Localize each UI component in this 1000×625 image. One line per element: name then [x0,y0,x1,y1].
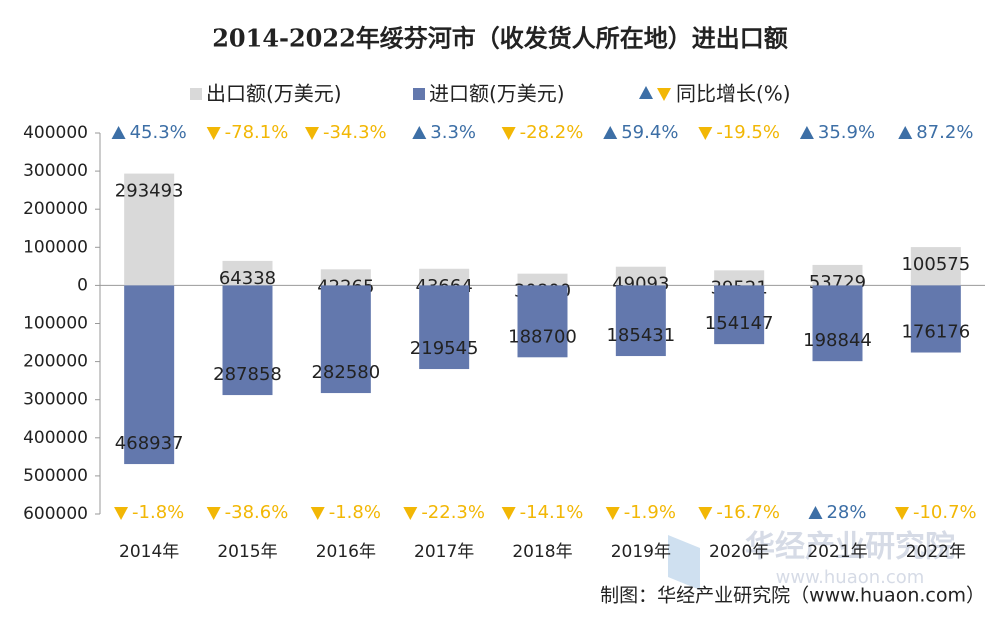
y-tick-label: 0 [77,275,88,295]
bar [419,285,470,370]
y-tick-label: 400000 [23,428,88,448]
bar [910,247,961,286]
growth-label: -10.7% [913,502,977,523]
y-tick-label: 300000 [23,161,88,181]
growth-label: -16.7% [716,502,780,523]
growth-label: 87.2% [916,122,973,143]
x-tick-label: 2022年 [906,542,966,562]
growth-label: 28% [826,502,866,523]
bar [320,285,371,394]
bar [320,269,371,286]
bar [615,266,666,286]
data-label: 293493 [115,181,184,202]
bar [222,285,273,396]
growth-label: -1.9% [624,502,676,523]
up-arrow [111,126,126,139]
down-arrow [698,127,713,140]
up-arrow [898,126,913,139]
y-tick-label: 100000 [23,237,88,257]
chart-title: 2014-2022年绥芬河市（收发货人所在地）进出口额 [212,24,788,53]
x-tick-label: 2019年 [611,542,671,562]
growth-label: -78.1% [225,122,289,143]
y-tick-label: 600000 [23,504,88,524]
down-arrow [310,507,325,520]
bar [124,173,175,286]
down-arrow [403,507,418,520]
x-tick-label: 2017年 [414,542,474,562]
bar [222,260,273,286]
up-arrow [603,126,618,139]
up-arrow [808,506,823,519]
watermark-name: 华经产业研究院 [745,530,955,565]
watermark-url: www.huaon.com [776,567,925,588]
bar [517,285,568,358]
down-arrow [605,507,620,520]
growth-label: -1.8% [329,502,381,523]
growth-label: -28.2% [520,122,584,143]
legend-label: 同比增长(%) [676,82,791,106]
legend-swatch [190,88,202,100]
bar [812,264,863,286]
growth-label: 59.4% [621,122,678,143]
up-arrow [799,126,814,139]
legend-label: 进口额(万美元) [429,82,565,106]
y-tick-label: 500000 [23,466,88,486]
legend-up [639,86,653,99]
growth-label: -34.3% [323,122,387,143]
x-tick-label: 2014年 [119,542,179,562]
down-arrow [501,507,516,520]
down-arrow [501,127,516,140]
legend-swatch [413,88,425,100]
source: 制图：华经产业研究院（www.huaon.com） [600,585,985,607]
y-tick-label: 300000 [23,390,88,410]
legend-label: 出口额(万美元) [206,82,342,106]
bar [812,285,863,362]
growth-label: -19.5% [716,122,780,143]
down-arrow [114,507,129,520]
growth-label: 45.3% [130,122,187,143]
data-label: 468937 [115,433,184,454]
data-label: 154147 [705,313,774,334]
data-label: 287858 [213,364,282,385]
y-tick-label: 200000 [23,199,88,219]
bar [714,285,765,345]
growth-label: 35.9% [818,122,875,143]
y-tick-label: 100000 [23,314,88,334]
data-label: 219545 [410,338,479,359]
bar [124,285,175,465]
bar [419,268,470,286]
data-label: 188700 [508,326,577,347]
bar [615,285,666,357]
down-arrow [206,507,221,520]
down-arrow [698,507,713,520]
legend-down [657,88,671,101]
watermark-logo [668,535,700,590]
y-tick-label: 200000 [23,352,88,372]
x-tick-label: 2020年 [709,542,769,562]
down-arrow [206,127,221,140]
growth-label: -38.6% [225,502,289,523]
growth-label: -14.1% [520,502,584,523]
data-label: 176176 [901,322,970,343]
data-label: 64338 [219,268,276,289]
data-label: 282580 [311,362,380,383]
growth-label: -22.3% [421,502,485,523]
down-arrow [894,507,909,520]
growth-label: 3.3% [430,122,476,143]
data-label: 185431 [606,325,675,346]
bar [714,270,765,286]
down-arrow [304,127,319,140]
x-tick-label: 2021年 [807,542,867,562]
up-arrow [412,126,427,139]
y-tick-label: 400000 [23,123,88,143]
x-tick-label: 2015年 [217,542,277,562]
x-tick-label: 2016年 [316,542,376,562]
data-label: 100575 [901,254,970,275]
growth-label: -1.8% [132,502,184,523]
data-label: 198844 [803,330,872,351]
bar [910,285,961,353]
x-tick-label: 2018年 [512,542,572,562]
bar [517,273,568,286]
